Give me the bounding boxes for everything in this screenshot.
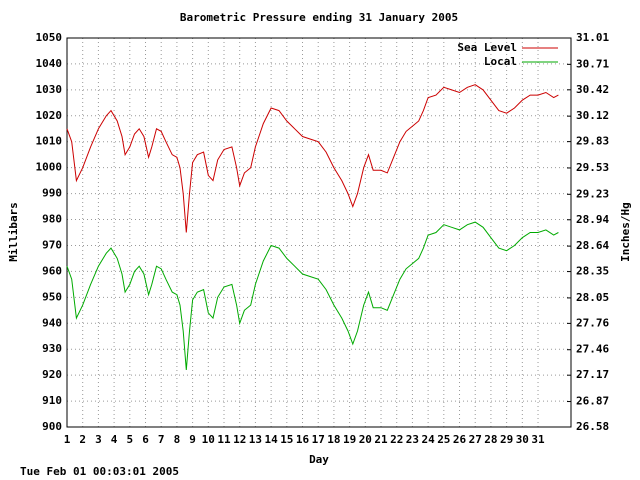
y-axis-label: Millibars	[7, 202, 20, 262]
x-tick-label: 1	[64, 433, 71, 446]
y2-tick-label: 29.53	[576, 161, 609, 174]
y-tick-label: 1010	[36, 135, 63, 148]
y2-tick-label: 28.05	[576, 291, 609, 304]
y2-tick-label: 30.42	[576, 83, 609, 96]
y2-tick-label: 27.76	[576, 316, 609, 329]
y2-tick-label: 27.46	[576, 343, 609, 356]
x-tick-label: 23	[406, 433, 419, 446]
legend-label: Local	[484, 55, 517, 68]
y-tick-label: 900	[42, 420, 62, 433]
x-tick-label: 22	[390, 433, 403, 446]
y-tick-label: 910	[42, 394, 62, 407]
y-tick-label: 1030	[36, 83, 63, 96]
chart-title: Barometric Pressure ending 31 January 20…	[180, 11, 458, 24]
x-tick-label: 27	[469, 433, 482, 446]
y2-tick-label: 29.23	[576, 187, 609, 200]
y2-axis-label: Inches/Hg	[619, 202, 632, 262]
y-tick-label: 1020	[36, 109, 63, 122]
x-tick-label: 8	[174, 433, 181, 446]
x-tick-label: 12	[233, 433, 246, 446]
y-tick-label: 970	[42, 238, 62, 251]
y-tick-label: 930	[42, 342, 62, 355]
x-tick-label: 20	[359, 433, 372, 446]
x-tick-label: 7	[158, 433, 165, 446]
y-tick-label: 940	[42, 316, 62, 329]
x-tick-label: 28	[484, 433, 497, 446]
x-tick-label: 19	[343, 433, 356, 446]
x-tick-label: 9	[189, 433, 196, 446]
y-tick-label: 980	[42, 213, 62, 226]
y2-tick-label: 30.12	[576, 109, 609, 122]
x-tick-label: 29	[500, 433, 513, 446]
x-tick-label: 21	[374, 433, 388, 446]
y2-tick-label: 27.17	[576, 368, 609, 381]
x-tick-label: 24	[421, 433, 435, 446]
x-axis-label: Day	[309, 453, 329, 466]
x-tick-label: 15	[280, 433, 293, 446]
x-tick-label: 31	[531, 433, 545, 446]
y-tick-label: 1000	[36, 161, 63, 174]
x-tick-label: 13	[249, 433, 262, 446]
data-line	[66, 221, 559, 370]
y2-tick-label: 26.58	[576, 420, 609, 433]
x-tick-label: 30	[516, 433, 529, 446]
x-tick-label: 6	[142, 433, 149, 446]
y2-tick-label: 31.01	[576, 31, 609, 44]
y-tick-label: 990	[42, 187, 62, 200]
x-tick-label: 3	[95, 433, 102, 446]
y2-tick-label: 30.71	[576, 57, 609, 70]
x-tick-label: 14	[264, 433, 278, 446]
y-tick-label: 1050	[36, 31, 63, 44]
x-tick-label: 5	[126, 433, 133, 446]
y2-tick-label: 28.94	[576, 213, 609, 226]
data-line	[66, 84, 559, 233]
x-tick-label: 10	[202, 433, 215, 446]
x-tick-label: 4	[111, 433, 118, 446]
y-tick-label: 950	[42, 290, 62, 303]
x-tick-label: 17	[312, 433, 325, 446]
y2-tick-label: 28.35	[576, 265, 609, 278]
y-tick-label: 1040	[36, 57, 63, 70]
x-tick-label: 25	[437, 433, 450, 446]
timestamp: Tue Feb 01 00:03:01 2005	[20, 465, 179, 478]
x-tick-label: 26	[453, 433, 467, 446]
y-tick-label: 960	[42, 264, 62, 277]
x-tick-label: 16	[296, 433, 310, 446]
x-tick-label: 18	[327, 433, 340, 446]
plot-frame	[66, 37, 572, 428]
x-tick-label: 2	[79, 433, 86, 446]
y2-tick-label: 29.83	[576, 135, 609, 148]
y2-tick-label: 28.64	[576, 239, 609, 252]
y-tick-label: 920	[42, 368, 62, 381]
x-tick-label: 11	[217, 433, 231, 446]
y2-tick-label: 26.87	[576, 395, 609, 408]
legend-label: Sea Level	[457, 41, 517, 54]
